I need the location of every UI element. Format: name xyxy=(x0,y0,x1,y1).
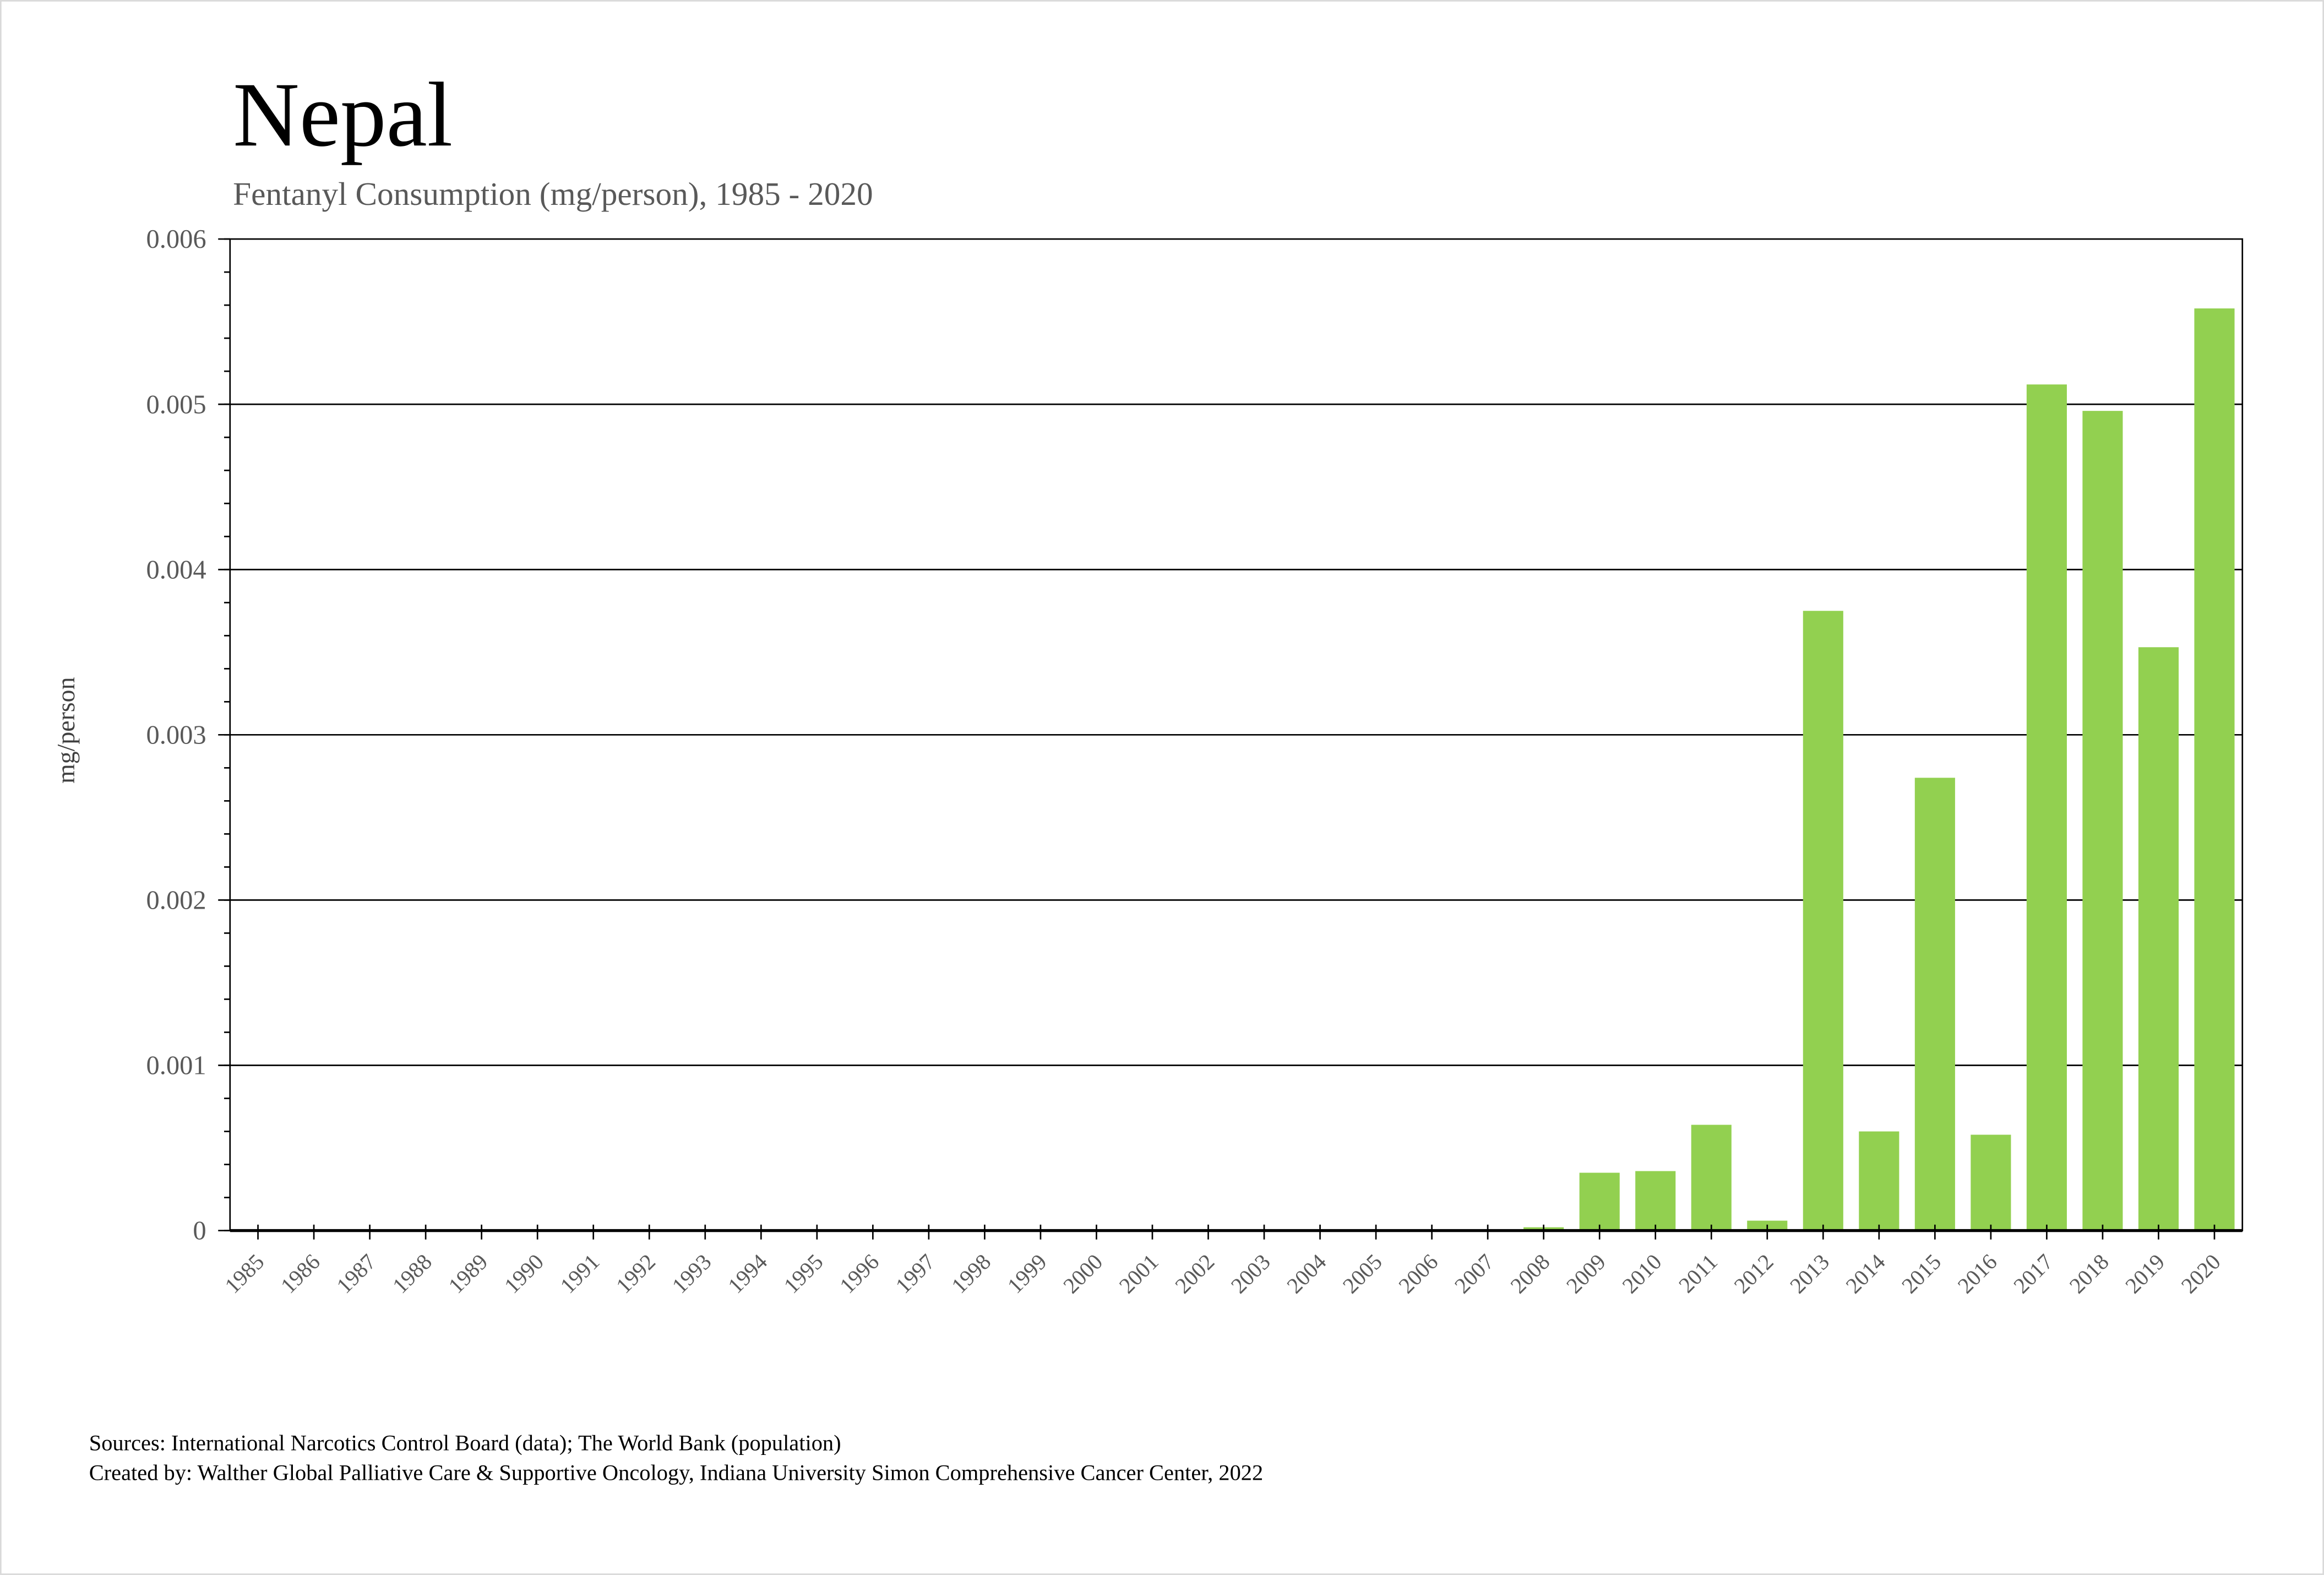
bar-2017 xyxy=(2026,384,2067,1231)
y-tick-label: 0.001 xyxy=(146,1051,206,1080)
bar-2013 xyxy=(1803,611,1843,1231)
bar-2009 xyxy=(1579,1172,1620,1231)
y-tick-label: 0.003 xyxy=(146,720,206,750)
bar-2016 xyxy=(1971,1134,2011,1231)
y-tick-labels: 0 0.001 0.002 0.003 0.004 0.005 0.006 xyxy=(146,225,206,1246)
footer-sources: Sources: International Narcotics Control… xyxy=(89,1430,841,1455)
bar-2014 xyxy=(1859,1131,1900,1231)
y-tick-label: 0.002 xyxy=(146,886,206,915)
y-axis-label: mg/person xyxy=(52,677,80,783)
y-tick-label: 0.005 xyxy=(146,390,206,419)
bar-2018 xyxy=(2082,411,2123,1231)
chart-title: Nepal xyxy=(233,64,453,166)
bar-2020 xyxy=(2194,308,2235,1231)
bar-2019 xyxy=(2138,647,2179,1231)
y-tick-label: 0 xyxy=(193,1216,206,1246)
y-tick-label: 0.006 xyxy=(146,225,206,254)
y-tick-label: 0.004 xyxy=(146,555,206,584)
footer-created-by: Created by: Walther Global Palliative Ca… xyxy=(89,1460,1264,1485)
gridlines xyxy=(230,403,2243,1066)
bar-2015 xyxy=(1914,778,1955,1231)
axes xyxy=(218,238,2244,1240)
bar-2011 xyxy=(1691,1125,1732,1231)
chart-subtitle: Fentanyl Consumption (mg/person), 1985 -… xyxy=(233,176,873,212)
bars xyxy=(1300,308,2235,1231)
bar-2010 xyxy=(1635,1171,1676,1231)
